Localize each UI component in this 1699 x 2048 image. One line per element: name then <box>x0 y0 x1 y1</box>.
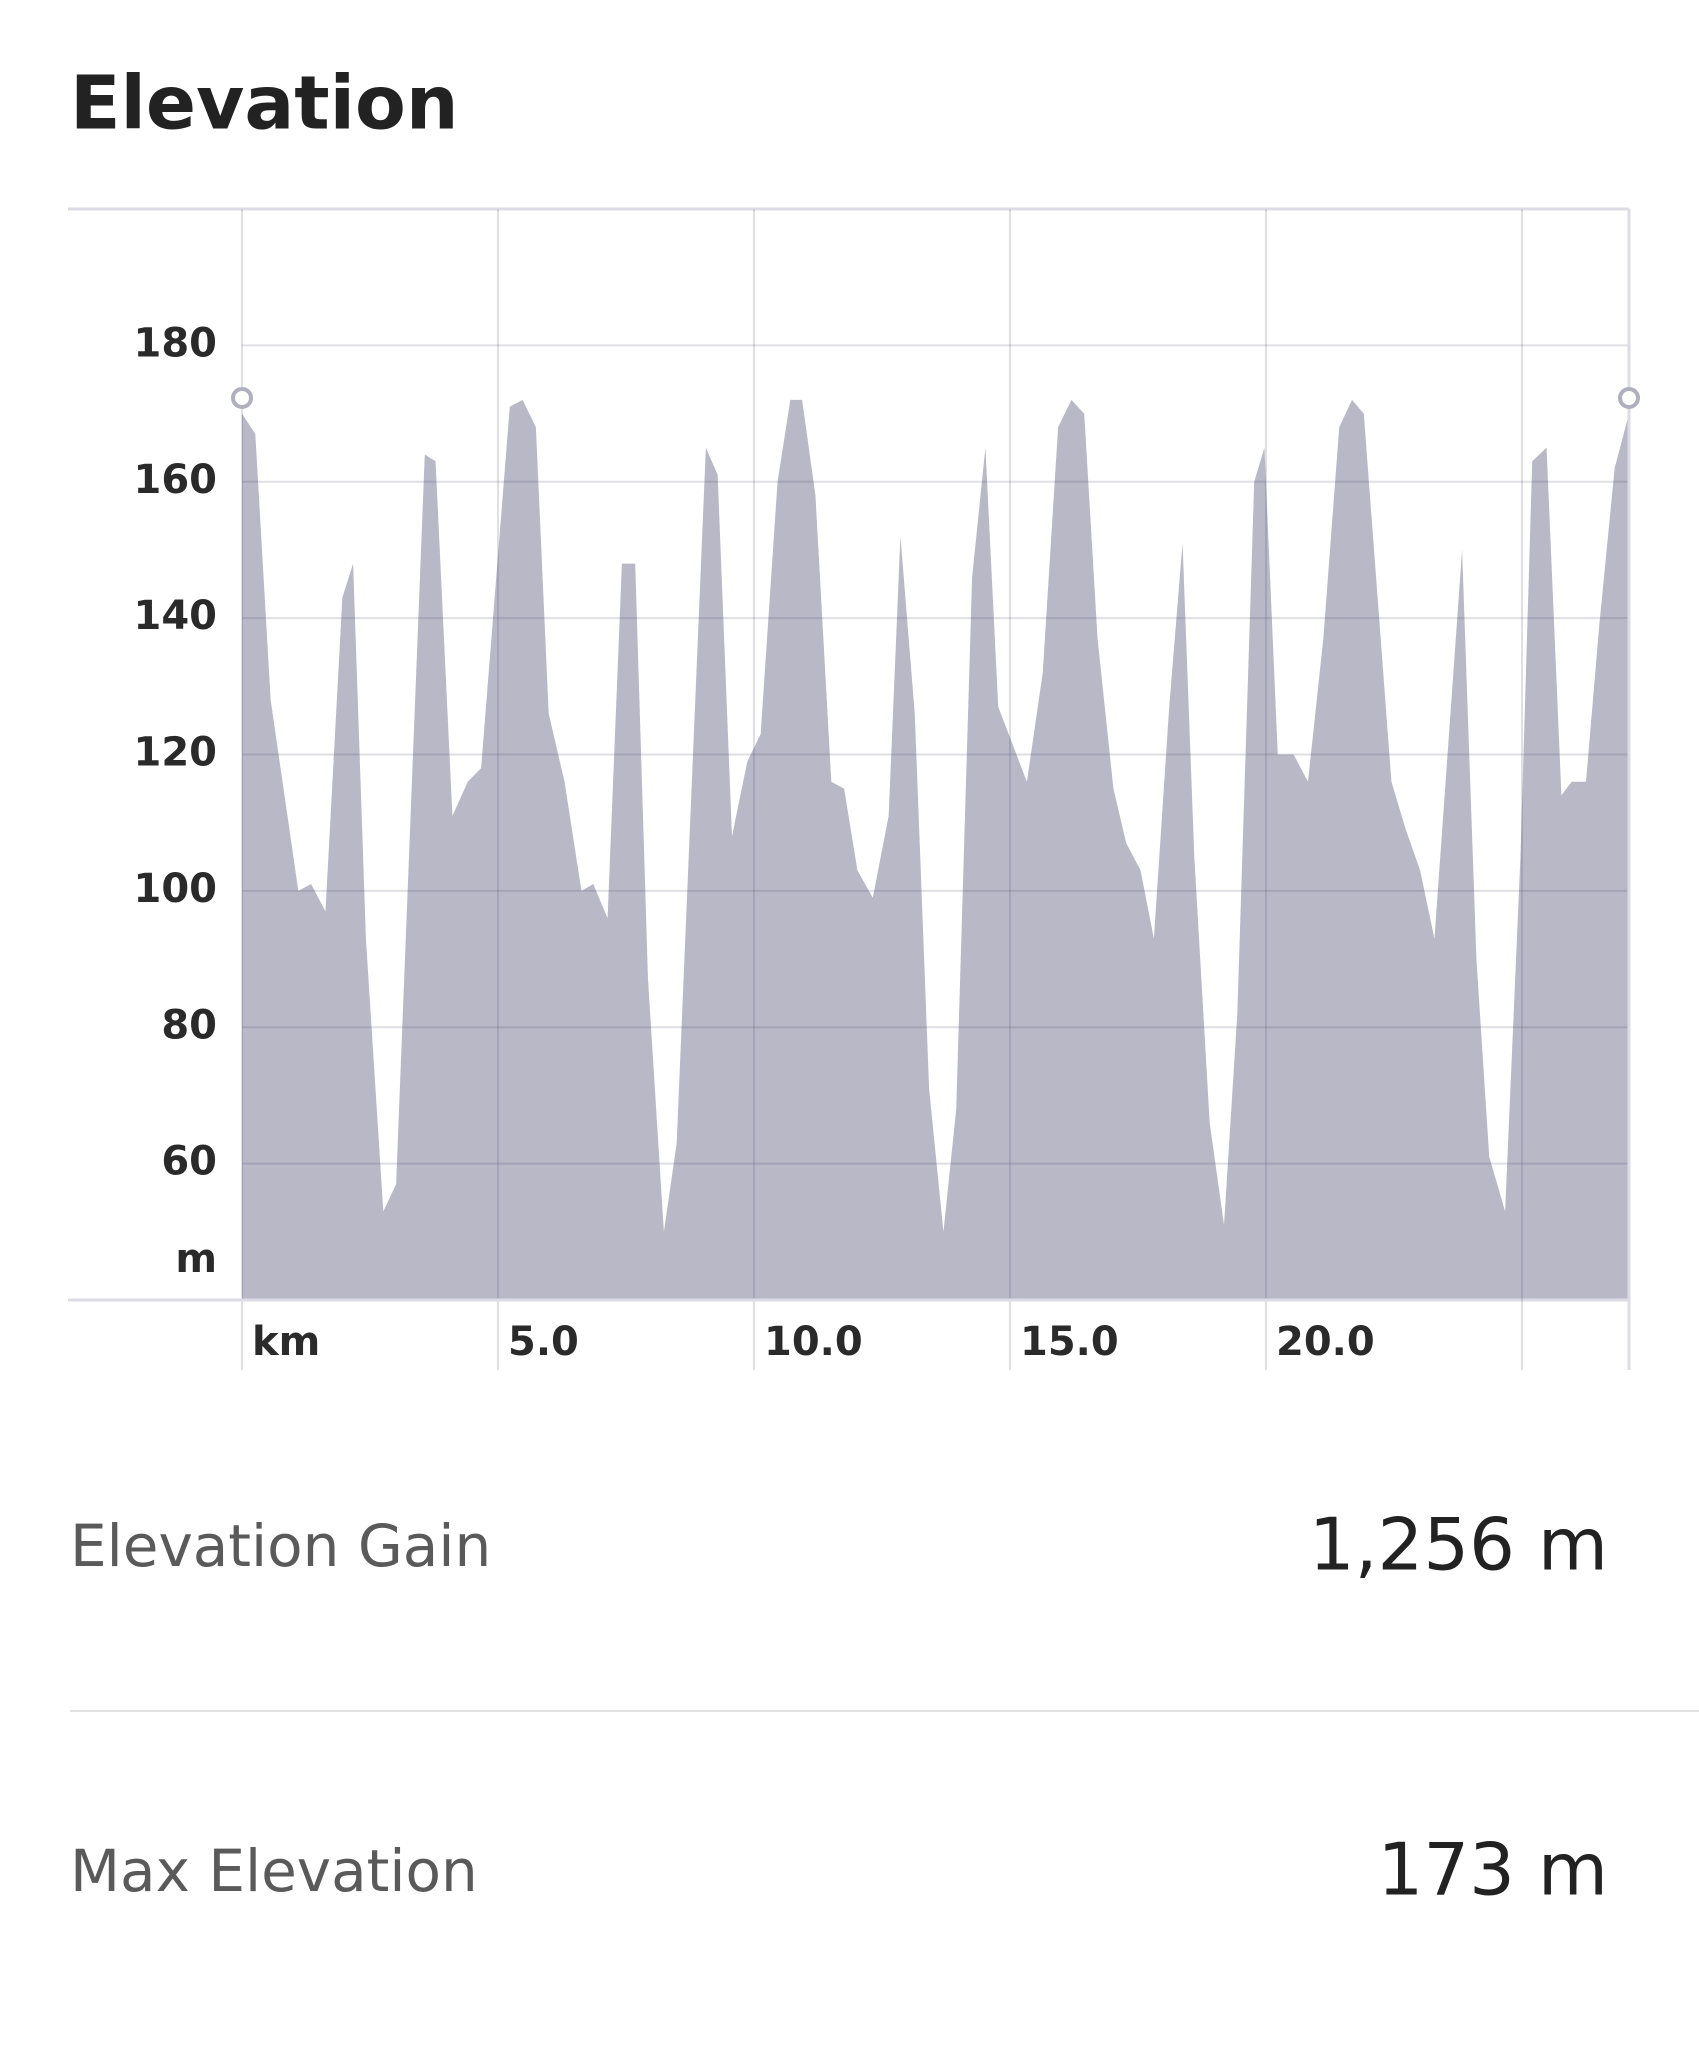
title: Elevation <box>70 61 459 147</box>
stat-label: Elevation Gain <box>70 1512 491 1580</box>
y-tick-label: 80 <box>161 1002 217 1048</box>
y-tick-label: 160 <box>134 457 218 503</box>
x-tick-label: 20.0 <box>1276 1319 1375 1365</box>
y-tick-label: 60 <box>161 1139 217 1185</box>
plot: 60 80 100 120 140 160 180 mkm 5.0 10.0 15.0 20.0 <box>134 209 1629 1370</box>
x-tick-label: 10.0 <box>764 1319 863 1365</box>
y-axis-unit: m <box>175 1236 217 1282</box>
x-tick-label: km <box>252 1319 320 1365</box>
elevation-area <box>242 399 1629 1300</box>
x-tick-label: 15.0 <box>1020 1319 1119 1365</box>
y-tick-label: 120 <box>134 730 218 776</box>
stat-value: 173 m <box>1378 1828 1608 1912</box>
range-handle[interactable] <box>1618 387 1640 409</box>
stat-value: 1,256 m <box>1309 1503 1608 1587</box>
range-handle[interactable] <box>231 387 253 409</box>
y-tick-label: 180 <box>134 320 218 366</box>
y-tick-label: 100 <box>134 866 218 912</box>
y-tick-label: 140 <box>134 593 218 639</box>
x-tick-label: 5.0 <box>508 1319 579 1365</box>
stat-label: Max Elevation <box>70 1837 478 1905</box>
